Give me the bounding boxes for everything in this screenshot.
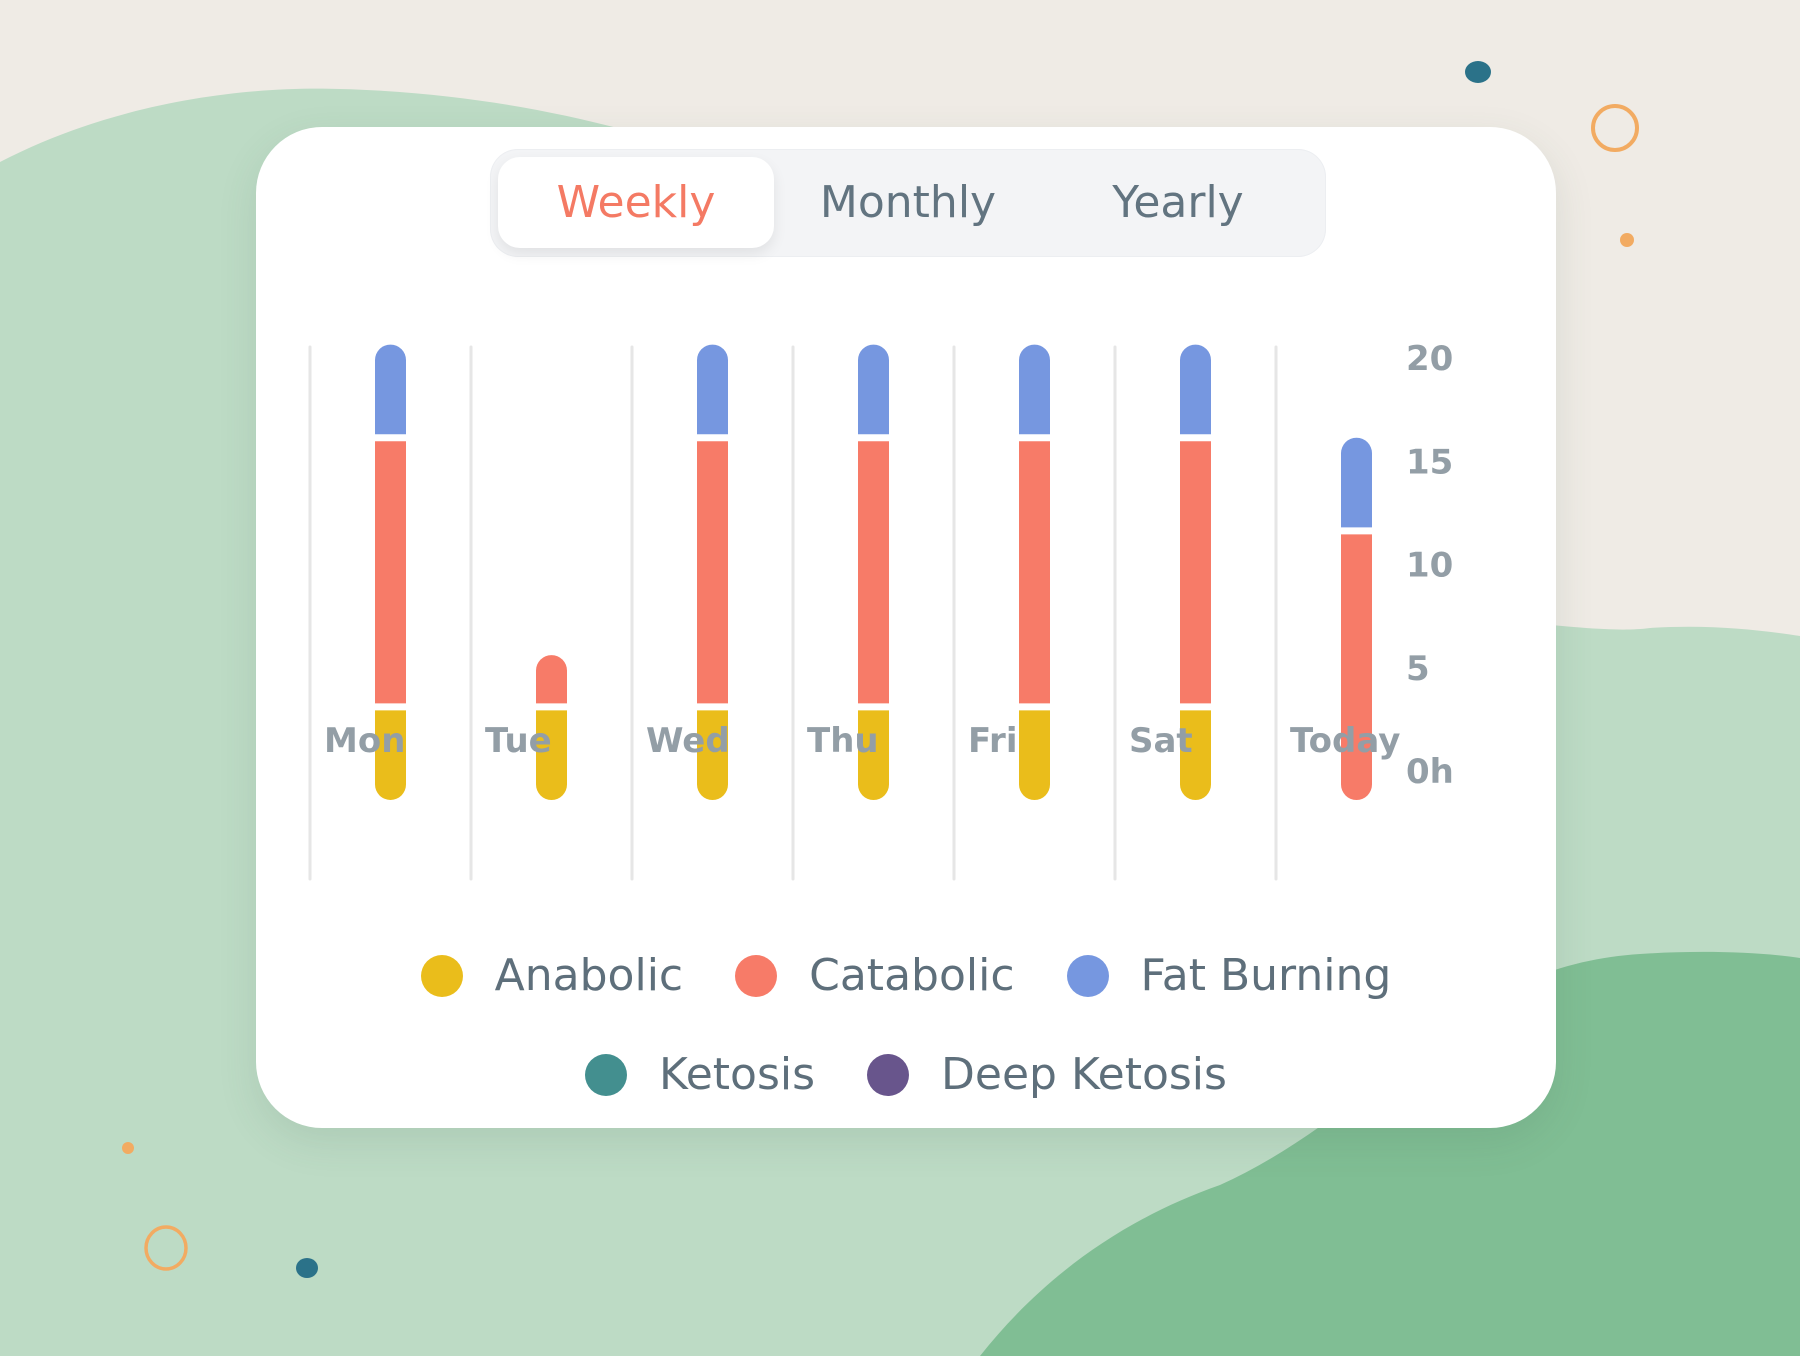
bar-segment-fat-burning (1180, 344, 1211, 435)
y-tick-label: 5 (1406, 649, 1430, 689)
x-tick-label: Wed (646, 721, 730, 761)
tab-yearly[interactable]: Yearly (1112, 177, 1244, 228)
background-green-dark-hill (980, 951, 1800, 1356)
legend-row-2: Ketosis Deep Ketosis (256, 1049, 1556, 1100)
legend-dot-anabolic-icon (420, 954, 463, 997)
bar-segment-catabolic (375, 441, 406, 704)
x-tick-label: Thu (807, 721, 879, 761)
legend-item-ketosis: Ketosis (585, 1049, 815, 1100)
decor-orange-dot-icon (1620, 233, 1634, 247)
tab-monthly[interactable]: Monthly (819, 177, 997, 228)
bar-segment-anabolic (1019, 710, 1050, 800)
x-tick-label: Sat (1129, 721, 1193, 761)
legend-dot-fat-burning-icon (1066, 954, 1109, 997)
y-tick-label: 0h (1406, 752, 1454, 792)
stacked-bar-chart: Mon Tue Wed Thu Fri Sat Today 20 15 10 5 0h (308, 339, 1454, 881)
x-tick-label: Mon (324, 721, 405, 761)
decor-orange-dot-left-icon (122, 1142, 134, 1154)
bar-segment-fat-burning (1019, 344, 1050, 435)
bar-segment-catabolic (536, 655, 567, 704)
y-tick-label: 15 (1406, 442, 1453, 482)
legend-label-catabolic: Catabolic (809, 950, 1015, 1001)
bar-segment-catabolic (697, 441, 728, 704)
legend-item-anabolic: Anabolic (420, 950, 684, 1001)
bar-segment-anabolic (375, 710, 406, 800)
period-tabs: Weekly Monthly Yearly (490, 149, 1326, 257)
legend-row-1: Anabolic Catabolic Fat Burning (256, 950, 1556, 1001)
legend-item-catabolic: Catabolic (735, 950, 1015, 1001)
bar-segment-catabolic (1341, 534, 1372, 800)
tab-weekly[interactable]: Weekly (498, 157, 774, 248)
legend-dot-deep-ketosis-icon (867, 1053, 910, 1096)
bar-segment-fat-burning (375, 344, 406, 435)
bar-segment-anabolic (1180, 710, 1211, 800)
legend-dot-ketosis-icon (585, 1053, 628, 1096)
y-tick-label: 20 (1406, 339, 1453, 379)
decor-teal-blob-icon (1465, 61, 1491, 83)
legend-item-deep-ketosis: Deep Ketosis (867, 1049, 1227, 1100)
legend-label-deep-ketosis: Deep Ketosis (941, 1049, 1227, 1100)
chart-card: Weekly Monthly Yearly Mon Tue Wed Thu Fri Sat… (256, 127, 1556, 1128)
bar-segment-fat-burning (697, 344, 728, 435)
bar-segment-anabolic (536, 710, 567, 800)
bar-segment-fat-burning (858, 344, 889, 435)
legend-label-ketosis: Ketosis (659, 1049, 816, 1100)
bar-segment-fat-burning (1341, 437, 1372, 528)
bar-segment-anabolic (697, 710, 728, 800)
x-tick-label: Tue (485, 721, 552, 761)
bar-segment-catabolic (1019, 441, 1050, 704)
decor-orange-ring-icon (1591, 104, 1639, 152)
bar-segment-catabolic (1180, 441, 1211, 704)
x-tick-label: Today (1290, 721, 1400, 761)
decor-orange-ring-left-icon (144, 1225, 188, 1271)
legend-label-fat-burning: Fat Burning (1140, 950, 1392, 1001)
bar-segment-catabolic (858, 441, 889, 704)
legend-dot-catabolic-icon (735, 954, 778, 997)
y-tick-label: 10 (1406, 546, 1453, 586)
legend-item-fat-burning: Fat Burning (1066, 950, 1392, 1001)
decor-teal-drop-icon (296, 1258, 318, 1278)
bar-segment-anabolic (858, 710, 889, 800)
x-tick-label: Fri (968, 721, 1017, 761)
legend-label-anabolic: Anabolic (494, 950, 684, 1001)
